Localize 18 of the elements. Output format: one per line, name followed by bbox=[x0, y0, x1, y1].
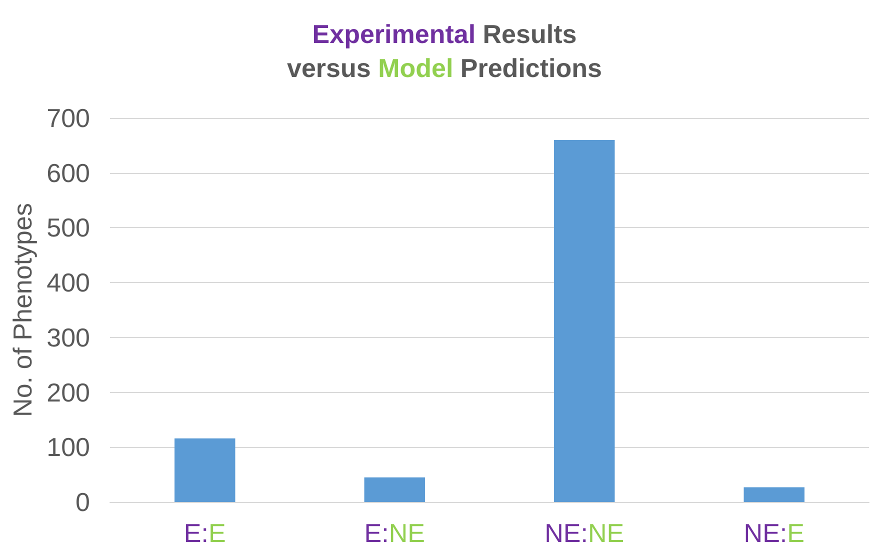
bar bbox=[174, 438, 236, 502]
y-axis-title: No. of Phenotypes bbox=[8, 203, 38, 417]
x-tick-label: NE:E bbox=[744, 518, 804, 548]
bar bbox=[554, 140, 615, 502]
y-tick-label: 600 bbox=[46, 158, 90, 188]
y-tick-label: 100 bbox=[46, 432, 90, 462]
y-tick-label: 200 bbox=[46, 377, 90, 408]
chart-title: Experimental Results versus Model Predictions bbox=[287, 19, 602, 83]
y-tick-label: 700 bbox=[46, 103, 90, 133]
y-tick-label: 0 bbox=[76, 487, 90, 517]
y-tick-label: 400 bbox=[46, 268, 90, 298]
bar bbox=[744, 487, 804, 502]
y-tick-label: 300 bbox=[46, 322, 90, 352]
bar bbox=[364, 477, 425, 502]
y-tick-label: 500 bbox=[46, 212, 90, 243]
x-tick-label: E:NE bbox=[364, 518, 425, 548]
x-tick-label: E:E bbox=[184, 518, 226, 548]
x-tick-label: NE:NE bbox=[544, 518, 624, 548]
